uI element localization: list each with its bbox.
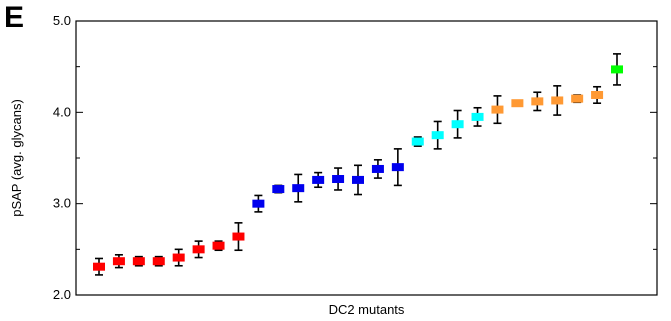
data-point bbox=[571, 94, 584, 103]
data-point bbox=[232, 232, 245, 241]
data-point bbox=[152, 257, 165, 266]
data-point bbox=[292, 184, 305, 193]
axes bbox=[75, 20, 658, 296]
data-point bbox=[451, 120, 464, 129]
data-point bbox=[132, 257, 145, 266]
data-point bbox=[112, 257, 125, 266]
data-points bbox=[93, 65, 623, 271]
data-point bbox=[411, 137, 424, 146]
data-point bbox=[332, 175, 345, 184]
data-point bbox=[272, 185, 285, 194]
data-point bbox=[192, 245, 205, 254]
plot-frame bbox=[75, 20, 658, 296]
panel-label: E bbox=[4, 1, 25, 34]
data-point bbox=[371, 164, 384, 173]
y-tick-label: 3.0 bbox=[53, 196, 71, 211]
data-point bbox=[252, 199, 265, 208]
data-point bbox=[491, 105, 504, 114]
data-point bbox=[172, 253, 185, 262]
data-point bbox=[391, 163, 404, 172]
data-point bbox=[212, 241, 225, 250]
data-point bbox=[531, 97, 544, 106]
y-tick-label: 5.0 bbox=[53, 13, 71, 28]
error-bars bbox=[95, 53, 621, 276]
data-point bbox=[591, 90, 604, 99]
data-point bbox=[551, 96, 564, 105]
data-point bbox=[352, 175, 364, 184]
y-axis-ticks: 2.0 3.0 4.0 5.0 bbox=[53, 13, 657, 302]
x-axis-label: DC2 mutants bbox=[329, 302, 405, 317]
y-tick-label: 2.0 bbox=[53, 287, 71, 302]
data-point bbox=[312, 175, 325, 184]
data-point bbox=[93, 262, 105, 271]
data-point bbox=[431, 131, 444, 140]
data-point bbox=[611, 65, 623, 74]
data-point bbox=[471, 112, 484, 121]
data-point bbox=[511, 99, 524, 108]
y-axis-label: pSAP (avg. glycans) bbox=[9, 99, 24, 217]
y-tick-label: 4.0 bbox=[53, 104, 71, 119]
